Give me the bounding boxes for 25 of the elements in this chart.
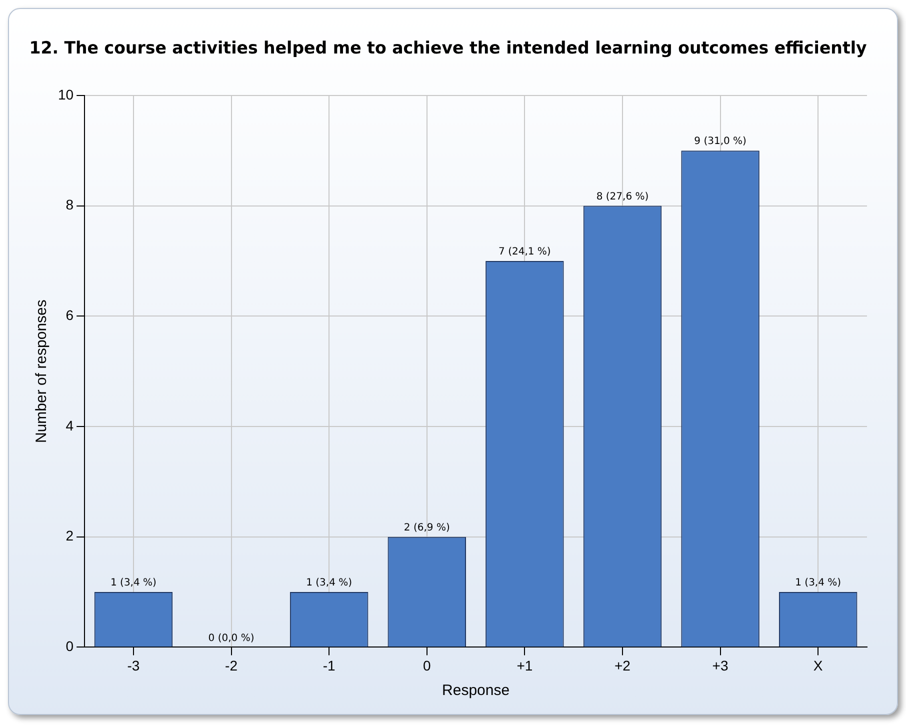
x-tick-label: +2 <box>614 657 631 674</box>
data-label: 7 (24,1 %) <box>498 246 551 258</box>
x-tick-label: 0 <box>422 657 431 674</box>
x-tick-label: -1 <box>322 657 336 674</box>
y-tick-label: 6 <box>66 306 74 323</box>
y-tick-label: 2 <box>66 528 74 544</box>
y-tick-label: 0 <box>66 638 74 654</box>
x-tick-label: +3 <box>712 657 728 674</box>
data-label: 2 (6,9 %) <box>404 522 450 534</box>
data-label: 0 (0,0 %) <box>208 632 254 644</box>
data-label: 1 (3,4 %) <box>795 578 842 589</box>
data-label: 1 (3,4 %) <box>306 578 352 589</box>
chart-title: 12. The course activities helped me to achieve the intended learning outcomes efficiently <box>29 37 867 58</box>
data-label: 1 (3,4 %) <box>110 578 157 589</box>
y-axis-title: Number of responses <box>33 300 50 444</box>
x-tick-label: X <box>813 657 824 674</box>
y-tick-label: 8 <box>66 196 74 213</box>
data-label: 9 (31,0 %) <box>694 136 747 148</box>
x-tick-label: -3 <box>127 657 140 674</box>
y-tick-label: 10 <box>58 86 74 102</box>
y-tick-label: 4 <box>66 417 74 434</box>
x-axis-title: Response <box>442 682 510 700</box>
x-tick-label: -2 <box>225 657 238 674</box>
x-tick-label: +1 <box>516 657 533 674</box>
data-label: 8 (27,6 %) <box>596 191 649 202</box>
